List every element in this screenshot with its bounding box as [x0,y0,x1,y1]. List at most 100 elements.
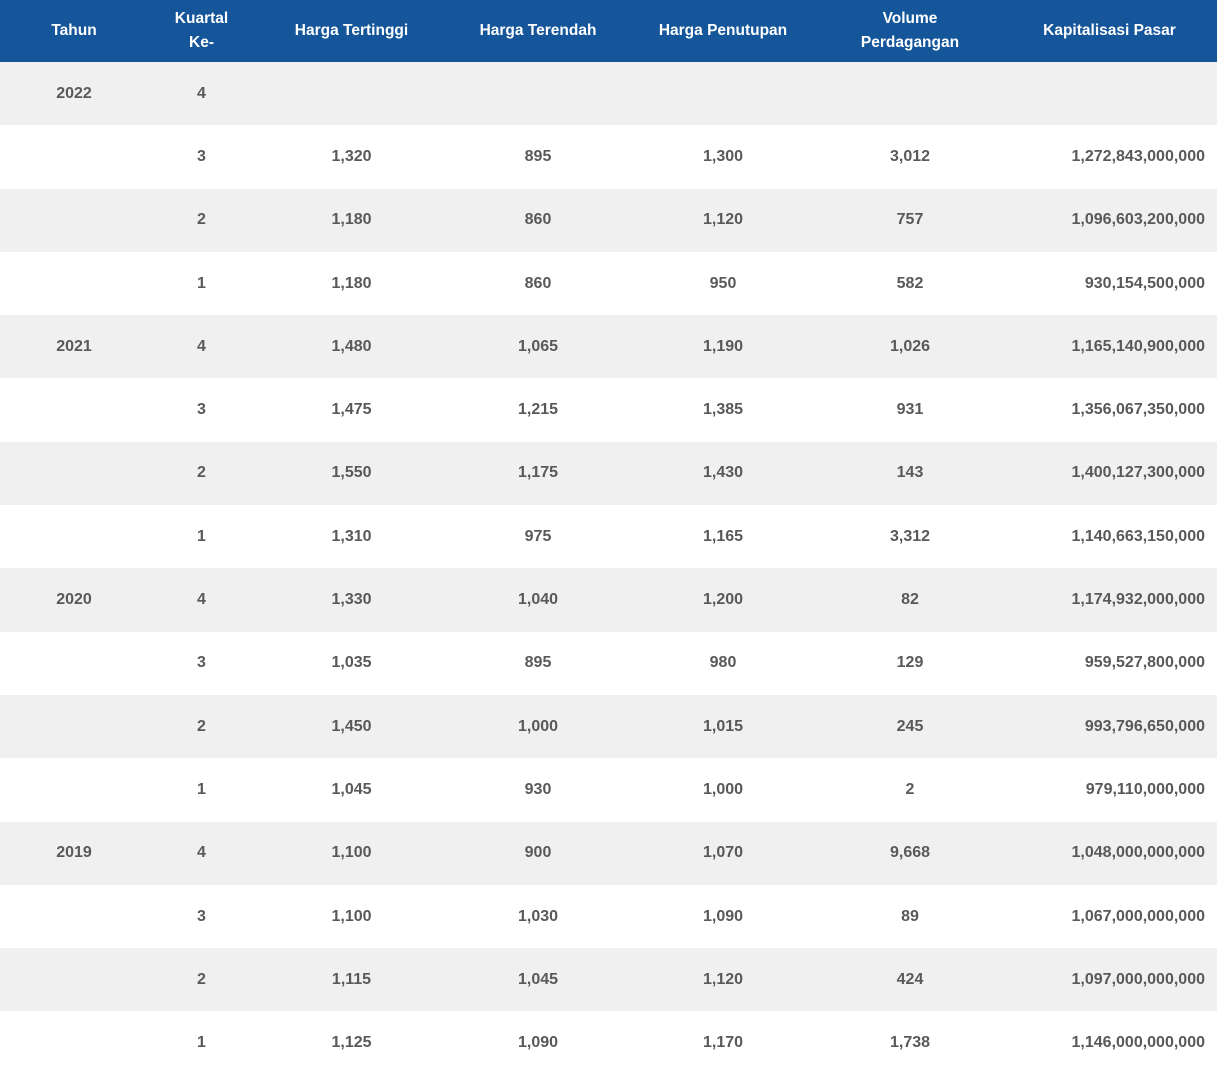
table-row: 2019 4 1,100 900 1,070 9,668 1,048,000,000,000 [0,821,1217,885]
table-row: 2021 4 1,480 1,065 1,190 1,026 1,165,140,900,0… [0,315,1217,379]
column-header-kapitalisasi-pasar: Kapitalisasi Pasar [1002,0,1217,62]
cell-harga-tertinggi: 1,475 [331,401,372,419]
column-header-volume-perdagangan: Volume Perdagangan [818,0,1002,62]
cell-volume-perdagangan: 757 [896,211,924,229]
cell-harga-terendah: 895 [524,147,552,165]
table-row: 2 1,180 860 1,120 757 1,096,603,200,000 [0,188,1217,252]
cell-harga-terendah: 900 [524,844,552,862]
cell-kuartal-ke: 4 [197,844,206,862]
cell-harga-penutupan: 1,200 [702,591,744,609]
cell-tahun [0,378,148,441]
table-row: 1 1,180 860 950 582 930,154,500,000 [0,251,1217,316]
cell-kuartal-ke: 4 [197,337,206,355]
cell-tahun [0,948,148,1011]
table-row: 2 1,450 1,000 1,015 245 993,796,650,000 [0,694,1217,759]
cell-harga-tertinggi: 1,550 [331,464,372,482]
cell-tahun [0,885,148,948]
cell-kapitalisasi-pasar: 1,097,000,000,000 [1071,970,1205,988]
cell-volume-perdagangan: 424 [896,970,924,988]
cell-harga-penutupan: 1,190 [702,337,744,355]
cell-kuartal-ke: 3 [197,401,206,419]
cell-tahun: 2022 [56,84,92,102]
cell-harga-tertinggi: 1,035 [331,654,372,672]
cell-harga-tertinggi: 1,115 [331,970,372,988]
table-row: 1 1,045 930 1,000 2 979,110,000,000 [0,758,1217,822]
cell-volume-perdagangan: 129 [896,654,924,672]
cell-harga-tertinggi: 1,180 [331,211,372,229]
column-header-harga-tertinggi: Harga Tertinggi [255,0,448,62]
cell-volume-perdagangan: 9,668 [889,844,931,862]
cell-kapitalisasi-pasar [1002,62,1217,125]
table-row: 2020 4 1,330 1,040 1,200 82 1,174,932,000,000 [0,568,1217,632]
cell-tahun [0,758,148,821]
cell-harga-penutupan: 1,090 [702,907,744,925]
cell-kapitalisasi-pasar: 959,527,800,000 [1084,654,1205,672]
cell-harga-penutupan: 1,430 [702,464,744,482]
table-row: 3 1,100 1,030 1,090 89 1,067,000,000,000 [0,884,1217,949]
cell-tahun: 2020 [56,591,92,609]
column-header-harga-terendah: Harga Terendah [448,0,628,62]
cell-kuartal-ke: 3 [197,654,206,672]
cell-kapitalisasi-pasar: 979,110,000,000 [1085,780,1205,798]
cell-tahun [0,632,148,695]
table-header: Tahun Kuartal Ke- Harga Tertinggi Harga Ter… [0,0,1217,62]
cell-harga-tertinggi: 1,045 [331,780,372,798]
cell-tahun [0,189,148,252]
cell-volume-perdagangan: 582 [896,274,924,292]
cell-harga-terendah: 1,030 [517,907,559,925]
cell-volume-perdagangan: 89 [901,907,919,925]
cell-tahun [0,1011,148,1074]
cell-kuartal-ke: 1 [197,1034,206,1052]
table-row: 2 1,115 1,045 1,120 424 1,097,000,000,000 [0,948,1217,1012]
cell-harga-terendah: 860 [524,211,552,229]
cell-kapitalisasi-pasar: 1,067,000,000,000 [1071,907,1205,925]
table-row: 3 1,035 895 980 129 959,527,800,000 [0,631,1217,695]
cell-tahun [0,442,148,505]
cell-harga-tertinggi: 1,100 [331,844,372,862]
cell-harga-tertinggi: 1,450 [331,717,372,735]
cell-harga-penutupan: 1,120 [702,211,744,229]
cell-volume-perdagangan [818,62,1002,125]
cell-harga-tertinggi: 1,180 [331,274,372,292]
cell-harga-terendah: 1,215 [517,401,559,419]
cell-kapitalisasi-pasar: 1,096,603,200,000 [1071,211,1205,229]
cell-kapitalisasi-pasar: 930,154,500,000 [1084,274,1205,292]
cell-volume-perdagangan: 3,312 [889,527,931,545]
table-row: 1 1,310 975 1,165 3,312 1,140,663,150,000 [0,505,1217,569]
cell-harga-penutupan: 1,000 [702,780,744,798]
cell-harga-tertinggi: 1,480 [331,337,372,355]
cell-volume-perdagangan: 931 [896,401,924,419]
cell-harga-terendah: 930 [524,780,552,798]
cell-volume-perdagangan: 245 [896,717,924,735]
cell-kuartal-ke: 3 [197,907,206,925]
cell-kuartal-ke: 1 [197,274,206,292]
cell-kuartal-ke: 4 [197,591,206,609]
table-row: 2022 4 [0,62,1217,126]
cell-harga-terendah: 975 [524,527,552,545]
cell-kuartal-ke: 4 [197,84,206,102]
cell-harga-tertinggi: 1,320 [331,147,372,165]
cell-harga-terendah: 1,065 [517,337,559,355]
cell-kuartal-ke: 2 [197,970,206,988]
cell-harga-penutupan: 1,165 [702,527,744,545]
cell-harga-terendah: 895 [524,654,552,672]
cell-kapitalisasi-pasar: 1,400,127,300,000 [1071,464,1205,482]
cell-tahun [0,125,148,188]
cell-harga-penutupan: 1,385 [702,401,744,419]
cell-kapitalisasi-pasar: 1,356,067,350,000 [1071,401,1205,419]
cell-kuartal-ke: 3 [197,147,206,165]
column-header-kuartal-ke: Kuartal Ke- [148,0,255,62]
cell-harga-terendah: 1,000 [517,717,559,735]
cell-harga-terendah: 860 [524,274,552,292]
cell-volume-perdagangan: 143 [896,464,924,482]
cell-volume-perdagangan: 2 [905,780,915,798]
cell-kapitalisasi-pasar: 1,165,140,900,000 [1071,337,1205,355]
cell-kuartal-ke: 2 [197,464,206,482]
cell-harga-penutupan: 1,170 [702,1034,744,1052]
cell-volume-perdagangan: 1,026 [889,337,931,355]
column-header-harga-penutupan: Harga Penutupan [628,0,818,62]
cell-volume-perdagangan: 82 [901,591,919,609]
table-row: 2 1,550 1,175 1,430 143 1,400,127,300,000 [0,441,1217,506]
cell-harga-tertinggi [255,62,448,125]
cell-tahun: 2019 [56,844,92,862]
